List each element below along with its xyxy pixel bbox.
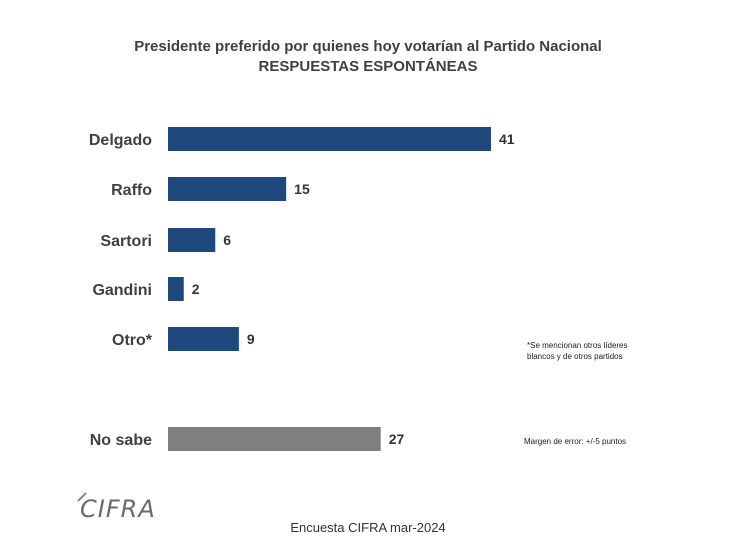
others-footnote-line1: *Se mencionan otros líderes [527,341,628,350]
logo-text: CIFRA [80,495,156,523]
bar-raffo [168,177,287,201]
value-label: 6 [223,232,231,248]
bar-sartori [168,228,216,252]
bar-gandini [168,277,184,301]
bar-otro [168,327,239,351]
others-footnote: *Se mencionan otros líderes blancos y de… [527,340,687,362]
bar-delgado [168,127,491,151]
category-label: Gandini [92,282,152,299]
value-label: 9 [247,331,255,347]
value-label: 41 [499,131,515,147]
category-label: Delgado [89,132,152,149]
bar-no-sabe [168,427,381,451]
category-label: Otro* [112,332,153,349]
footer-source: Encuesta CIFRA mar-2024 [290,520,446,535]
value-label: 15 [294,181,310,197]
category-label: No sabe [90,432,152,449]
value-label: 27 [389,431,405,447]
category-label: Raffo [111,182,152,199]
cifra-logo: CIFRA [77,492,156,523]
logo-mark-icon [77,492,87,502]
category-label: Sartori [100,233,152,250]
value-label: 2 [192,281,200,297]
chart-subtitle: RESPUESTAS ESPONTÁNEAS [258,58,478,75]
margin-of-error-note: Margen de error: +/-5 puntos [524,437,627,446]
chart-title: Presidente preferido por quienes hoy vot… [134,38,602,55]
others-footnote-line2: blancos y de otros partidos [527,352,623,361]
